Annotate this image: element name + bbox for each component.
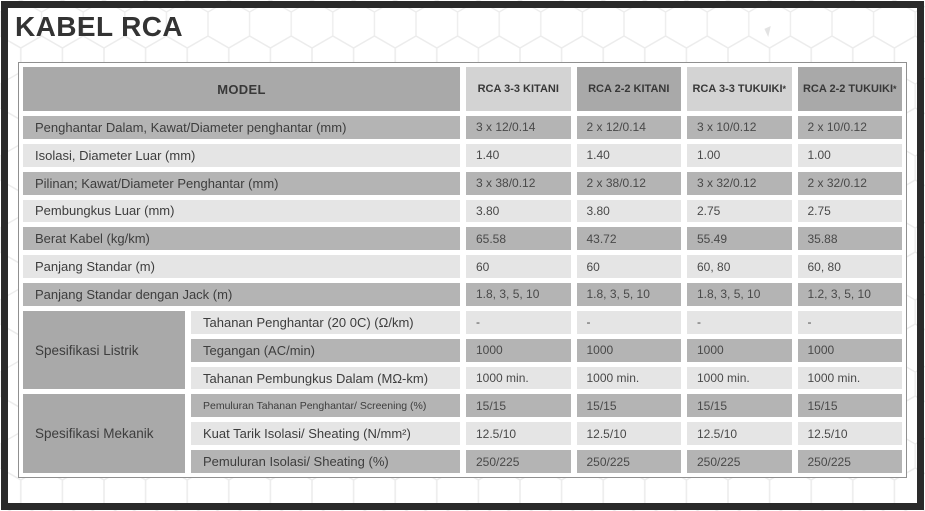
data-cell: 250/225 [687,450,792,473]
data-cell: - [576,310,681,334]
column-header-text: RCA 2-2 TUKUIKI [802,83,894,95]
data-cell: 1000 min. [797,366,902,390]
sub-row-label: Pemuluran Isolasi/ Sheating (%) [191,450,460,473]
row-label: Panjang Standar (m) [23,255,460,279]
row-label: Panjang Standar dengan Jack (m) [23,283,460,306]
data-cell: 3.80 [466,199,571,223]
spec-table-panel: MODEL RCA 3-3 KITANI RCA 2-2 KITANI RCA … [18,62,907,478]
data-cell: 15/15 [687,394,792,418]
sub-row-label: Tahanan Penghantar (20 0C) (Ω/km) [191,310,460,334]
data-cell: 1.40 [466,143,571,167]
data-cell: 1.2, 3, 5, 10 [797,283,902,306]
sub-row-label: Tegangan (AC/min) [191,338,460,362]
column-header-text: RCA 3-3 TUKUIKI [692,83,783,95]
data-cell: 1.40 [576,143,681,167]
column-header-text: RCA 3-3 KITANI [477,83,559,95]
column-header-model: MODEL [23,67,460,111]
row-label: Penghantar Dalam, Kawat/Diameter penghan… [23,116,460,139]
spec-table: MODEL RCA 3-3 KITANI RCA 2-2 KITANI RCA … [23,67,902,473]
column-header: RCA 3-3 KITANI [466,67,571,111]
column-header: RCA 3-3 TUKUIKI * [687,67,792,111]
data-cell: 1000 [797,338,902,362]
data-cell: 35.88 [797,227,902,251]
data-cell: 2.75 [797,199,902,223]
data-cell: 1000 [687,338,792,362]
data-cell: 1000 [576,338,681,362]
data-cell: 250/225 [576,450,681,473]
data-cell: - [797,310,902,334]
data-cell: 3 x 38/0.12 [466,171,571,195]
data-cell: 1.00 [687,143,792,167]
data-cell: 12.5/10 [576,422,681,446]
data-cell: 1.8, 3, 5, 10 [687,283,792,306]
data-cell: 15/15 [797,394,902,418]
data-cell: 1000 min. [687,366,792,390]
sub-row-label: Kuat Tarik Isolasi/ Sheating (N/mm²) [191,422,460,446]
data-cell: 2 x 38/0.12 [576,171,681,195]
data-cell: 3.80 [576,199,681,223]
data-cell: 3 x 12/0.14 [466,116,571,139]
data-cell: 1.8, 3, 5, 10 [466,283,571,306]
data-cell: 60, 80 [687,255,792,279]
data-cell: 1000 min. [576,366,681,390]
data-cell: - [687,310,792,334]
sub-row-label: Tahanan Pembungkus Dalam (MΩ-km) [191,366,460,390]
data-cell: 12.5/10 [797,422,902,446]
row-label: Pilinan; Kawat/Diameter Penghantar (mm) [23,171,460,195]
column-header: RCA 2-2 TUKUIKI * [797,67,902,111]
data-cell: 3 x 10/0.12 [687,116,792,139]
data-cell: 60 [466,255,571,279]
data-cell: - [466,310,571,334]
data-cell: 2 x 10/0.12 [797,116,902,139]
data-cell: 1000 min. [466,366,571,390]
data-cell: 60, 80 [797,255,902,279]
data-cell: 2 x 12/0.14 [576,116,681,139]
row-label: Berat Kabel (kg/km) [23,227,460,251]
data-cell: 60 [576,255,681,279]
data-cell: 1000 [466,338,571,362]
data-cell: 65.58 [466,227,571,251]
data-cell: 3 x 32/0.12 [687,171,792,195]
data-cell: 1.00 [797,143,902,167]
group-label: Spesifikasi Listrik [23,310,185,390]
data-cell: 43.72 [576,227,681,251]
column-header: RCA 2-2 KITANI [576,67,681,111]
data-cell: 250/225 [797,450,902,473]
data-cell: 15/15 [466,394,571,418]
data-cell: 15/15 [576,394,681,418]
row-label: Isolasi, Diameter Luar (mm) [23,143,460,167]
sub-row-label: Pemuluran Tahanan Penghantar/ Screening … [191,394,460,418]
data-cell: 12.5/10 [687,422,792,446]
data-cell: 250/225 [466,450,571,473]
column-header-text: RCA 2-2 KITANI [588,83,670,95]
page-title: KABEL RCA [15,11,183,42]
data-cell: 55.49 [687,227,792,251]
row-label: Pembungkus Luar (mm) [23,199,460,223]
data-cell: 2 x 32/0.12 [797,171,902,195]
data-cell: 1.8, 3, 5, 10 [576,283,681,306]
data-cell: 2.75 [687,199,792,223]
data-cell: 12.5/10 [466,422,571,446]
group-label: Spesifikasi Mekanik [23,394,185,473]
